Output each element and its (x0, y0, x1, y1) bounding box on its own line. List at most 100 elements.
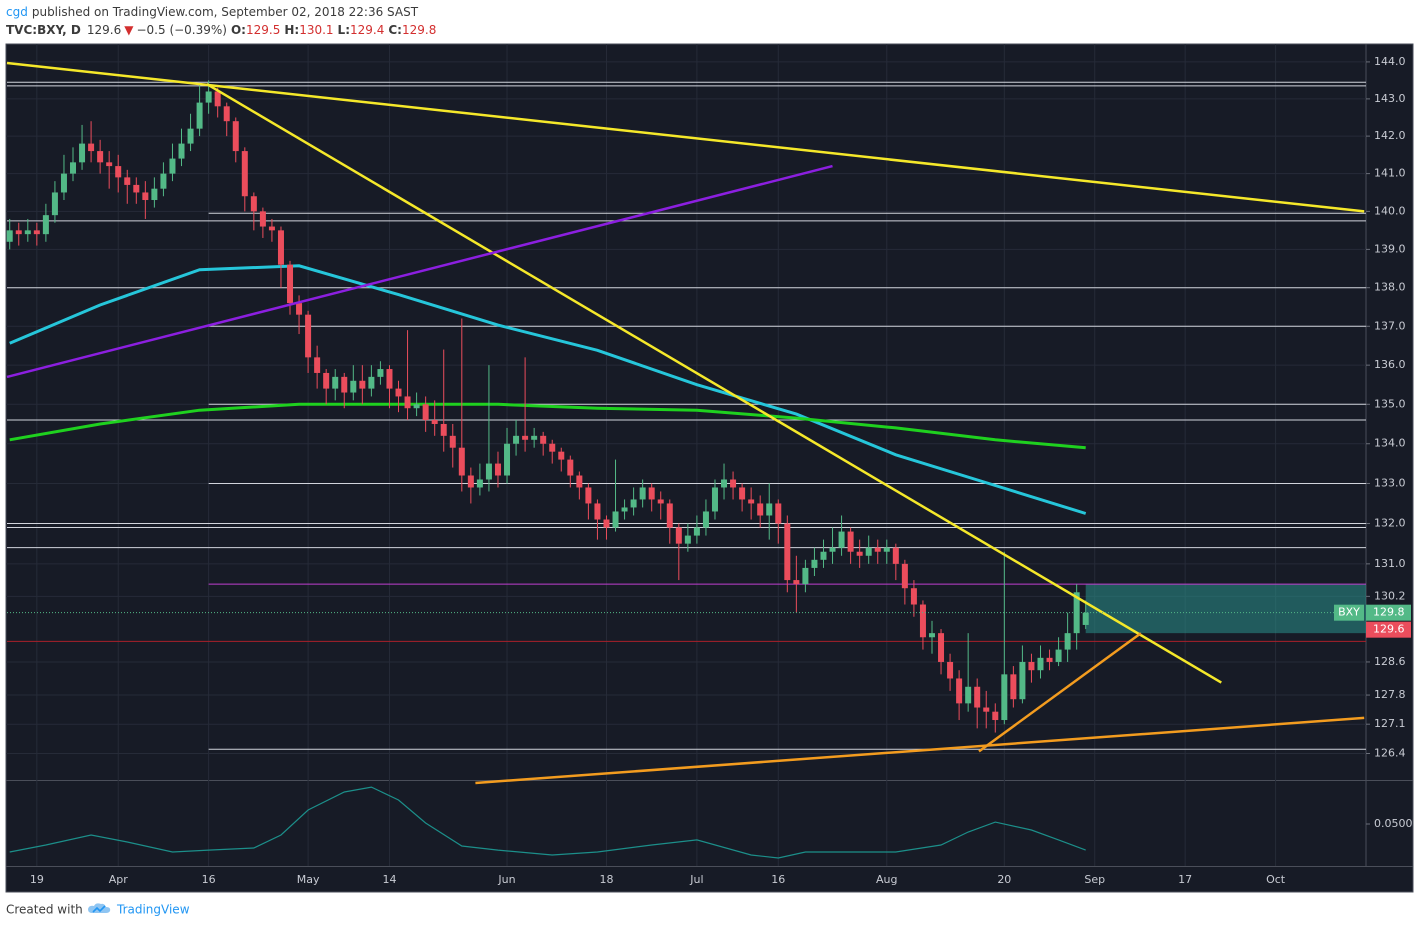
y-tick-label: 126.4 (1374, 746, 1406, 759)
candle-body (1073, 592, 1080, 634)
candle-body (711, 487, 718, 512)
candle-body (70, 162, 77, 174)
candle-body (594, 503, 601, 520)
candle-body (133, 184, 140, 193)
x-tick-label: 14 (382, 873, 396, 886)
candle-body (413, 404, 420, 409)
candle-body (15, 230, 22, 235)
candle-body (874, 547, 881, 552)
candle-body (187, 128, 194, 144)
y-tick-label: 134.0 (1374, 437, 1406, 450)
x-tick-label: 16 (202, 873, 216, 886)
price: 129.6 (87, 23, 121, 37)
candle-body (277, 230, 284, 265)
candle-body (350, 380, 357, 393)
candle-body (160, 173, 167, 189)
candle-body (721, 479, 728, 488)
candle-body (124, 177, 131, 185)
moving-average (9, 402, 1086, 450)
candle-body (377, 369, 384, 377)
published: published on TradingView.com, September … (32, 5, 419, 19)
candle-body (702, 511, 709, 528)
candle-body (793, 580, 800, 585)
osc-tick-label: 0.0500 (1374, 817, 1413, 830)
y-tick-label: 127.1 (1374, 717, 1406, 730)
ohlc-key: L: (338, 23, 350, 37)
candle-body (196, 102, 203, 129)
candle-body (42, 215, 49, 235)
candle-body (928, 633, 935, 638)
candle-body (323, 372, 330, 389)
y-tick-label: 138.0 (1374, 281, 1406, 294)
candle-body (811, 559, 818, 568)
candle-body (359, 380, 366, 389)
y-tick-label: 140.0 (1374, 204, 1406, 217)
x-tick-label: 19 (30, 873, 44, 886)
candle-body (1019, 661, 1026, 700)
y-tick-label: 128.6 (1374, 655, 1406, 668)
x-tick-label: 17 (1178, 873, 1192, 886)
footer-brand[interactable]: TradingView (116, 903, 190, 917)
candle-body (693, 527, 700, 536)
y-tick-label: 143.0 (1374, 92, 1406, 105)
trend-line (6, 61, 1365, 213)
ohlc-key: O: (231, 23, 246, 37)
candle-body (341, 376, 348, 393)
candle-body (223, 106, 230, 122)
candle-body (1028, 661, 1035, 671)
candle-body (947, 661, 954, 679)
trend-line (206, 83, 1222, 684)
candle-body (965, 686, 972, 704)
candle-body (775, 503, 782, 524)
plot: 19 Apr 16 May 14 Jun 18 Jul 16 Aug 20 Sep 17 Oct 144.0… (6, 44, 1413, 886)
candle-body (675, 527, 682, 544)
author[interactable]: cgd (6, 5, 28, 19)
candle-body (766, 503, 773, 516)
y-tick-label: 131.0 (1374, 557, 1406, 570)
candle-body (458, 447, 465, 476)
x-tick-label: 16 (771, 873, 785, 886)
candle-body (612, 511, 619, 528)
x-tick-label: Jun (497, 873, 515, 886)
candle-body (558, 451, 565, 460)
x-tick-label: May (297, 873, 320, 886)
tradingview-logo (88, 903, 111, 913)
candle-body (576, 475, 583, 488)
x-tick-label: Apr (109, 873, 129, 886)
y-tick-label: 135.0 (1374, 397, 1406, 410)
candle-body (901, 563, 908, 589)
trend-line (6, 164, 833, 379)
candle-body (232, 121, 239, 152)
price-tag (1366, 604, 1411, 621)
candle-body (739, 487, 746, 500)
candle-body (621, 507, 628, 512)
candle-body (531, 435, 538, 440)
candle-body (1037, 657, 1044, 671)
price-tag-label: 129.8 (1373, 606, 1405, 619)
candle-body (639, 487, 646, 500)
candle-body (847, 531, 854, 552)
candle-body (748, 499, 755, 504)
candle-body (603, 519, 610, 528)
candle-body (892, 547, 899, 564)
candle-body (1001, 674, 1008, 721)
candle-body (585, 487, 592, 504)
x-tick-label: Sep (1084, 873, 1105, 886)
candle-body (422, 404, 429, 421)
x-tick-label: Oct (1266, 873, 1286, 886)
candle-body (956, 678, 963, 704)
candle-body (856, 551, 863, 556)
candle-body (259, 211, 266, 227)
candle-body (485, 463, 492, 480)
candle-body (368, 376, 375, 389)
candle-body (169, 158, 176, 174)
candle-body (883, 547, 890, 552)
candle-body (992, 711, 999, 721)
y-tick-label: 141.0 (1374, 167, 1406, 180)
candle-body (305, 314, 312, 358)
header-line-1: cgd published on TradingView.com, Septemb… (6, 5, 419, 19)
candle-body (784, 523, 791, 581)
y-tick-label: 137.0 (1374, 319, 1406, 332)
candle-body (504, 443, 511, 476)
